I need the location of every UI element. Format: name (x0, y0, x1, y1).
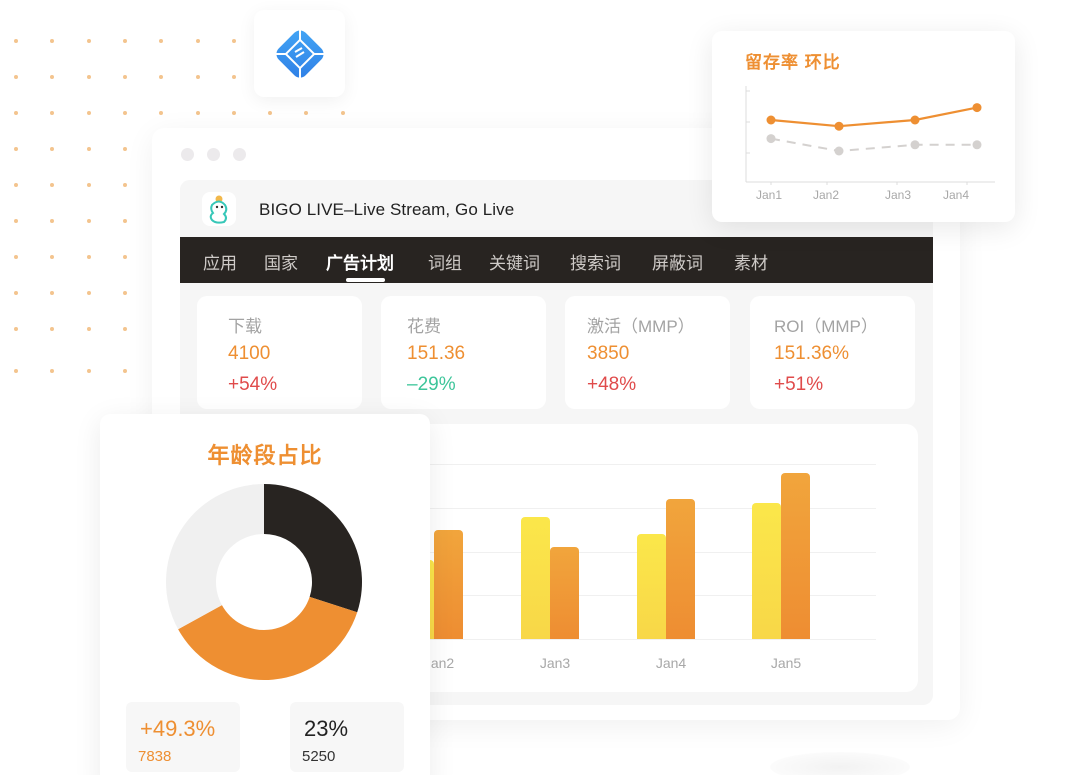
tab-bar: 应用 国家 广告计划 词组 关键词 搜索词 屏蔽词 素材 (180, 237, 933, 283)
tab-creative[interactable]: 素材 (734, 254, 768, 273)
kpi-label: 激活（MMP） (587, 317, 695, 336)
stat-box-growth: +49.3% 7838 (126, 702, 240, 772)
kpi-label: 下载 (228, 317, 262, 336)
donut-segment-dark[interactable] (264, 484, 362, 613)
kpi-delta: +51% (774, 374, 824, 395)
stat-count: 5250 (302, 748, 336, 765)
bar-Jan3-series-yellow[interactable] (521, 516, 550, 639)
grid-line (420, 639, 876, 640)
line-previous (770, 137, 977, 153)
tab-adgroup[interactable]: 词组 (428, 254, 462, 273)
window-dot-3 (233, 148, 246, 161)
age-distribution-card: 年龄段占比 +49.3% 7838 23% 5250 (100, 414, 430, 775)
kpi-delta: +48% (587, 374, 637, 395)
x-axis-label: Jan3 (539, 655, 571, 671)
kpi-card-spend[interactable]: 花费 151.36 –29% (381, 296, 546, 409)
stat-value: 23% (304, 716, 349, 741)
bar-Jan3-series-orange[interactable] (550, 547, 579, 639)
x-axis-label: Jan2 (812, 188, 840, 202)
retention-line-chart (745, 86, 995, 185)
kpi-delta: –29% (407, 374, 456, 395)
bar-Jan4-series-yellow[interactable] (637, 534, 666, 639)
donut-segment-orange[interactable] (178, 596, 358, 680)
age-card-title: 年龄段占比 (207, 443, 323, 468)
x-axis-label: Jan2 (423, 655, 455, 671)
tab-negative-keyword[interactable]: 屏蔽词 (652, 254, 703, 273)
data-point[interactable] (766, 134, 776, 144)
window-dot-2 (207, 148, 220, 161)
data-point[interactable] (972, 103, 982, 113)
bar-Jan4-series-orange[interactable] (666, 499, 695, 639)
decorative-dot-grid (0, 0, 400, 400)
data-point[interactable] (910, 115, 920, 125)
kpi-value: 3850 (587, 343, 630, 364)
kpi-card-downloads[interactable]: 下载 4100 +54% (197, 296, 362, 409)
blue-diamond-app-icon (274, 28, 326, 80)
kpi-card-activations[interactable]: 激活（MMP） 3850 +48% (565, 296, 730, 409)
age-donut-chart (166, 484, 362, 680)
tab-search-term[interactable]: 搜索词 (570, 254, 621, 273)
bar-Jan2-series-orange[interactable] (434, 529, 463, 639)
x-axis-label: Jan4 (655, 655, 687, 671)
bar-Jan5-series-orange[interactable] (781, 472, 810, 639)
window-dot-1 (181, 148, 194, 161)
kpi-delta: +54% (228, 374, 278, 395)
bar-Jan5-series-yellow[interactable] (752, 503, 781, 639)
retention-chart-card: 留存率 环比 Jan1 Jan2 Jan3 Jan4 (712, 31, 1015, 222)
kpi-label: 花费 (407, 317, 441, 336)
grid-line (420, 464, 876, 465)
kpi-value: 151.36 (407, 343, 466, 364)
donut-segment-light[interactable] (166, 484, 264, 630)
kpi-value: 4100 (228, 343, 271, 364)
kpi-value: 151.36% (774, 343, 850, 364)
tab-country[interactable]: 国家 (264, 254, 298, 273)
data-point[interactable] (766, 115, 776, 125)
grid-line (420, 507, 876, 509)
x-axis-label: Jan4 (942, 188, 970, 202)
tab-app[interactable]: 应用 (203, 254, 237, 273)
kpi-label: ROI（MMP） (774, 317, 878, 336)
decorative-shadow (770, 752, 910, 775)
stat-count: 7838 (138, 748, 172, 765)
brand-app-tile (254, 10, 345, 97)
active-tab-indicator (346, 278, 385, 282)
x-axis-label: Jan5 (770, 655, 802, 671)
kpi-card-roi[interactable]: ROI（MMP） 151.36% +51% (750, 296, 915, 409)
line-current (770, 106, 978, 128)
data-point[interactable] (910, 140, 920, 150)
retention-title: 留存率 环比 (745, 53, 841, 72)
stat-box-share: 23% 5250 (290, 702, 404, 772)
data-point[interactable] (834, 146, 844, 156)
data-point[interactable] (972, 140, 982, 150)
data-point[interactable] (834, 121, 844, 131)
x-axis-label: Jan1 (755, 188, 783, 202)
app-title: BIGO LIVE–Live Stream, Go Live (259, 200, 515, 219)
x-axis-label: Jan3 (884, 188, 912, 202)
stat-value: +49.3% (140, 716, 216, 741)
bigo-mascot-icon (202, 192, 236, 226)
tab-campaign[interactable]: 广告计划 (326, 254, 394, 273)
tab-keyword[interactable]: 关键词 (489, 254, 540, 273)
